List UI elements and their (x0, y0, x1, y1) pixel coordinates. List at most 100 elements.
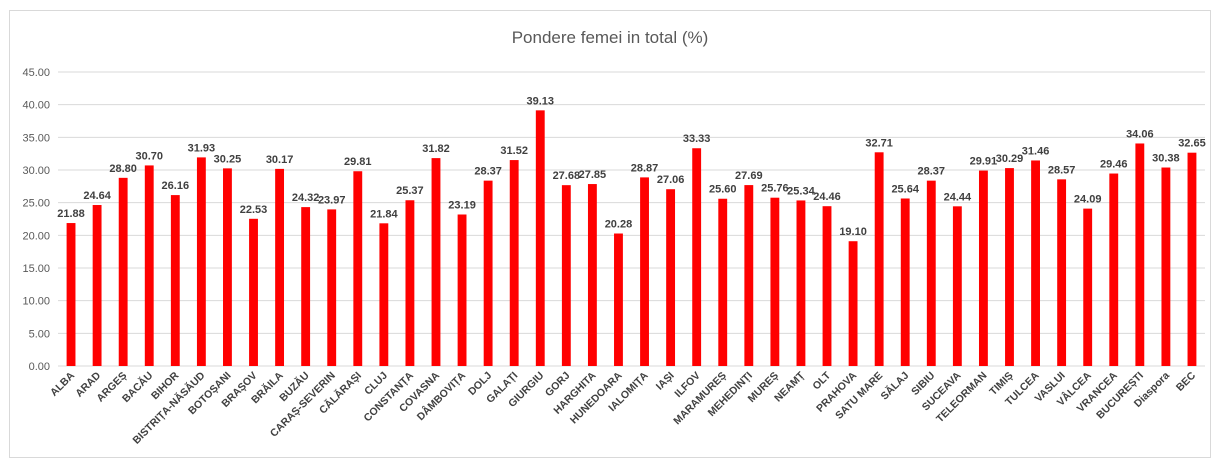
value-label: 24.46 (813, 191, 841, 203)
value-label: 21.84 (370, 208, 398, 220)
value-label: 30.38 (1152, 153, 1180, 165)
y-tick-label: 15.00 (22, 263, 50, 275)
bar (66, 223, 76, 366)
value-label: 29.46 (1100, 159, 1128, 171)
bar (640, 177, 649, 366)
bar (978, 170, 988, 366)
value-label: 25.60 (709, 184, 737, 196)
bar (144, 165, 154, 366)
bar (1057, 179, 1067, 366)
value-label: 27.85 (579, 169, 607, 181)
value-label: 31.82 (422, 143, 450, 155)
value-label: 33.33 (683, 133, 711, 145)
y-tick-label: 0.00 (29, 361, 50, 373)
bar (900, 198, 910, 366)
y-tick-label: 45.00 (22, 67, 50, 79)
bar (405, 200, 415, 366)
bar (353, 171, 363, 366)
bar (952, 206, 962, 366)
bar (1161, 167, 1171, 366)
bar (587, 184, 597, 366)
bar (249, 218, 258, 366)
bar (1005, 168, 1014, 366)
value-label: 23.19 (448, 199, 476, 211)
value-label: 25.37 (396, 185, 424, 197)
value-label: 28.37 (918, 166, 946, 178)
value-label: 25.34 (787, 185, 815, 197)
bar (118, 177, 128, 366)
value-label: 24.32 (292, 192, 320, 204)
bar (744, 185, 754, 366)
value-label: 21.88 (57, 208, 85, 220)
bar (1109, 173, 1119, 366)
bar (1187, 152, 1197, 366)
bar (874, 152, 884, 366)
bar (770, 197, 780, 366)
bar (92, 205, 102, 366)
bar (509, 160, 519, 366)
y-tick-label: 5.00 (29, 328, 50, 340)
y-tick-label: 35.00 (22, 132, 50, 144)
value-label: 24.09 (1074, 194, 1102, 206)
bar (926, 180, 936, 366)
bar (535, 110, 545, 366)
value-label: 27.06 (657, 174, 685, 186)
y-tick-label: 30.00 (22, 165, 50, 177)
bar (223, 168, 232, 366)
value-label: 28.80 (109, 163, 137, 175)
y-tick-label: 25.00 (22, 198, 50, 210)
value-label: 32.65 (1178, 138, 1206, 150)
bar (327, 209, 337, 366)
bar (848, 241, 858, 366)
bar (457, 214, 467, 366)
value-label: 28.37 (474, 166, 502, 178)
value-label: 19.10 (839, 226, 867, 238)
value-label: 24.44 (944, 191, 972, 203)
value-label: 29.91 (970, 156, 998, 168)
value-label: 28.57 (1048, 164, 1076, 176)
bar (1083, 208, 1093, 366)
value-label: 30.17 (266, 154, 294, 166)
value-label: 30.70 (135, 150, 163, 162)
bar (1031, 160, 1040, 366)
bar (483, 180, 493, 366)
bar (718, 198, 728, 366)
y-tick-label: 10.00 (22, 296, 50, 308)
value-label: 26.16 (162, 180, 190, 192)
value-label: 23.97 (318, 194, 346, 206)
value-label: 32.71 (865, 137, 893, 149)
value-label: 27.68 (553, 170, 581, 182)
bar (692, 148, 702, 366)
value-label: 31.46 (1022, 145, 1050, 157)
value-label: 25.76 (761, 183, 789, 195)
bar (170, 195, 180, 366)
chart-title: Pondere femei in total (%) (512, 28, 709, 47)
value-label: 27.69 (735, 170, 763, 182)
value-label: 29.81 (344, 156, 372, 168)
bar (561, 185, 571, 366)
bar (275, 168, 285, 366)
value-label: 31.93 (188, 142, 216, 154)
bar (666, 189, 676, 366)
value-label: 25.64 (891, 183, 919, 195)
value-label: 34.06 (1126, 128, 1154, 140)
value-label: 24.64 (83, 190, 111, 202)
bar (796, 200, 806, 366)
bar (822, 206, 832, 366)
value-label: 22.53 (240, 204, 268, 216)
value-label: 28.87 (631, 162, 659, 174)
y-tick-label: 40.00 (22, 100, 50, 112)
bar (301, 207, 311, 366)
bar (379, 223, 389, 366)
bar (196, 157, 206, 366)
value-label: 31.52 (500, 145, 528, 157)
bar (614, 233, 623, 366)
bar (1135, 143, 1145, 366)
value-label: 30.29 (996, 153, 1024, 165)
value-label: 20.28 (605, 219, 633, 231)
value-label: 30.25 (214, 153, 242, 165)
bar (431, 158, 441, 366)
value-label: 39.13 (526, 95, 554, 107)
y-tick-label: 20.00 (22, 230, 50, 242)
